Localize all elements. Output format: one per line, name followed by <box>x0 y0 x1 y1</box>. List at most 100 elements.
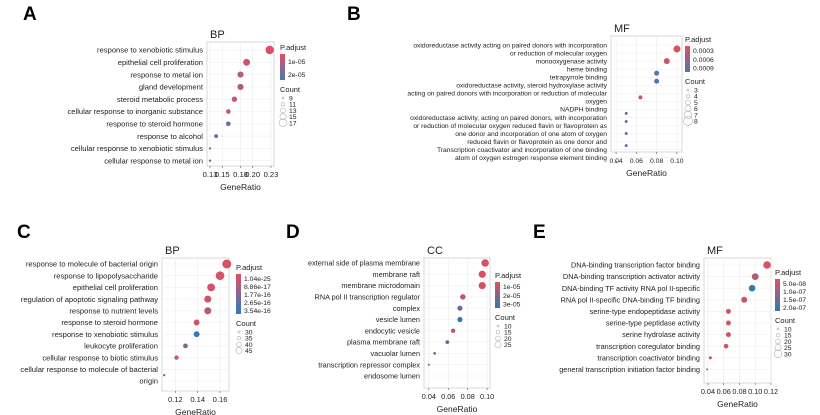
y-tick-label: response to lipopolysaccharide <box>54 271 158 280</box>
size-legend-symbol <box>686 88 690 92</box>
data-point <box>225 109 231 114</box>
color-legend-label: 8.86e-17 <box>244 284 271 291</box>
y-tick-label: complex <box>393 304 421 313</box>
size-legend-label: 45 <box>245 348 253 355</box>
y-tick-label: or reduction of molecular oxygen reduced… <box>413 123 607 130</box>
x-axis-label: GeneRatio <box>220 182 261 192</box>
data-point <box>663 58 670 65</box>
x-tick-label: 0.14 <box>190 395 205 404</box>
x-axis-label: GeneRatio <box>626 168 667 178</box>
y-tick-label: membrane microdomain <box>341 281 420 290</box>
color-legend-label: 3e-05 <box>503 302 521 309</box>
x-tick-label: 0.15 <box>215 170 230 179</box>
y-tick-label: monooxygenase activity <box>536 58 608 65</box>
x-tick-label: 0.04 <box>701 387 715 396</box>
y-tick-label: response to molecule of bacterial origin <box>26 260 158 269</box>
y-tick-label: oxygen <box>585 99 607 106</box>
data-point <box>208 147 212 150</box>
y-tick-label: serine-type peptidase activity <box>606 319 700 328</box>
y-tick-label: oxidoreductase activity, steroid hydroxy… <box>456 83 607 90</box>
x-tick-label: 0.04 <box>422 392 436 401</box>
y-tick-label: epithelial cell proliferation <box>73 283 158 292</box>
color-legend-title: P.adjust <box>236 263 263 272</box>
data-point <box>265 45 274 55</box>
color-legend-bar <box>775 279 780 311</box>
size-legend-symbol <box>236 341 242 348</box>
plot-area <box>703 257 772 384</box>
data-point <box>481 259 489 267</box>
data-point <box>478 281 486 290</box>
data-point <box>193 319 200 326</box>
y-tick-label: endosome lumen <box>364 372 420 381</box>
y-tick-label: reduced flavin or flavoprotein as one do… <box>467 139 607 146</box>
data-point <box>741 296 748 303</box>
y-tick-label: transcription coactivator binding <box>597 353 700 362</box>
y-tick-label: serine-type endopeptidase activity <box>590 307 701 316</box>
size-legend-symbol <box>683 110 693 119</box>
x-tick-label: 0.06 <box>441 392 455 401</box>
data-point <box>725 332 731 338</box>
size-legend-symbol <box>683 116 693 126</box>
size-legend-title: Count <box>236 319 257 328</box>
data-point <box>214 134 219 139</box>
panel-label-a: A <box>23 4 37 25</box>
data-point <box>204 307 212 315</box>
x-tick-label: 0.06 <box>630 158 643 165</box>
x-tick-label: 0.13 <box>203 170 218 179</box>
data-point <box>237 71 244 78</box>
size-legend-label: 8 <box>694 119 698 126</box>
x-axis-label: GeneRatio <box>175 407 216 415</box>
data-point <box>748 284 756 292</box>
data-point <box>751 273 759 280</box>
chart-panel-d: external side of plasma membrane membrane… <box>308 245 522 414</box>
data-point <box>222 259 232 269</box>
color-legend-label: 1.0e-07 <box>783 289 806 296</box>
size-legend-label: 25 <box>504 342 512 349</box>
size-legend-symbol <box>235 347 243 355</box>
size-legend-label: 11 <box>289 102 296 109</box>
size-legend-symbol <box>495 330 501 335</box>
y-tick-label: regulation of apoptotic signaling pathwa… <box>21 295 158 304</box>
size-legend-symbol <box>494 341 502 349</box>
x-tick-label: 0.10 <box>480 392 494 401</box>
size-legend-symbol <box>775 338 781 345</box>
size-legend-symbol <box>684 105 692 113</box>
size-legend-symbol <box>236 336 242 341</box>
size-legend-label: 30 <box>245 330 253 337</box>
color-legend-title: P.adjust <box>775 268 802 277</box>
data-point <box>673 45 681 53</box>
color-legend-label: 2e-05 <box>503 293 521 300</box>
color-legend-label: 2.65e-16 <box>244 300 271 307</box>
size-legend-label: 15 <box>504 330 512 337</box>
y-tick-label: membrane raft <box>373 270 420 279</box>
y-tick-label: vesicle lumen <box>376 315 420 324</box>
size-legend-symbol <box>279 113 287 121</box>
size-legend-symbol <box>776 327 780 331</box>
x-tick-label: 0.04 <box>609 158 622 165</box>
y-tick-label: plasma membrane raft <box>347 338 420 347</box>
color-legend-label: 1e-05 <box>288 59 306 66</box>
size-legend-symbol <box>685 99 691 106</box>
y-tick-label: oxidoreductase activity acting on paired… <box>413 42 607 49</box>
size-legend-label: 5 <box>694 100 698 107</box>
data-point <box>654 78 660 84</box>
y-tick-label: cellular response to biotic stimulus <box>42 353 158 362</box>
color-legend-label: 0.0009 <box>693 66 714 73</box>
y-tick-label: DNA-binding transcription factor binding <box>571 261 700 270</box>
y-tick-label: one donor and incorporation of one atom … <box>455 131 607 138</box>
y-tick-label: response to steroid hormone <box>61 318 158 327</box>
color-legend-title: P.adjust <box>280 43 307 52</box>
data-point <box>215 271 225 281</box>
y-tick-label: acting on paired donors with incorporati… <box>407 91 607 98</box>
color-legend-label: 0.0003 <box>693 48 714 55</box>
data-point <box>457 316 463 323</box>
size-legend-label: 15 <box>289 114 297 121</box>
color-legend-title: P.adjust <box>685 35 712 44</box>
chart-title: BP <box>165 245 180 257</box>
x-tick-label: 0.23 <box>264 170 279 179</box>
data-point <box>478 270 486 278</box>
x-tick-label: 0.10 <box>748 387 762 396</box>
y-tick-label: DNA-binding TF activity RNA pol II-speci… <box>562 284 700 293</box>
size-legend-symbol <box>281 96 285 100</box>
y-tick-label: or reduction of molecular oxygen <box>510 50 607 57</box>
